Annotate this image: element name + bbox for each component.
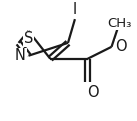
Text: I: I: [73, 2, 77, 17]
Text: N: N: [15, 48, 26, 63]
Text: CH₃: CH₃: [107, 17, 132, 30]
Text: O: O: [87, 85, 99, 100]
Text: O: O: [116, 39, 127, 54]
Text: S: S: [24, 31, 33, 46]
